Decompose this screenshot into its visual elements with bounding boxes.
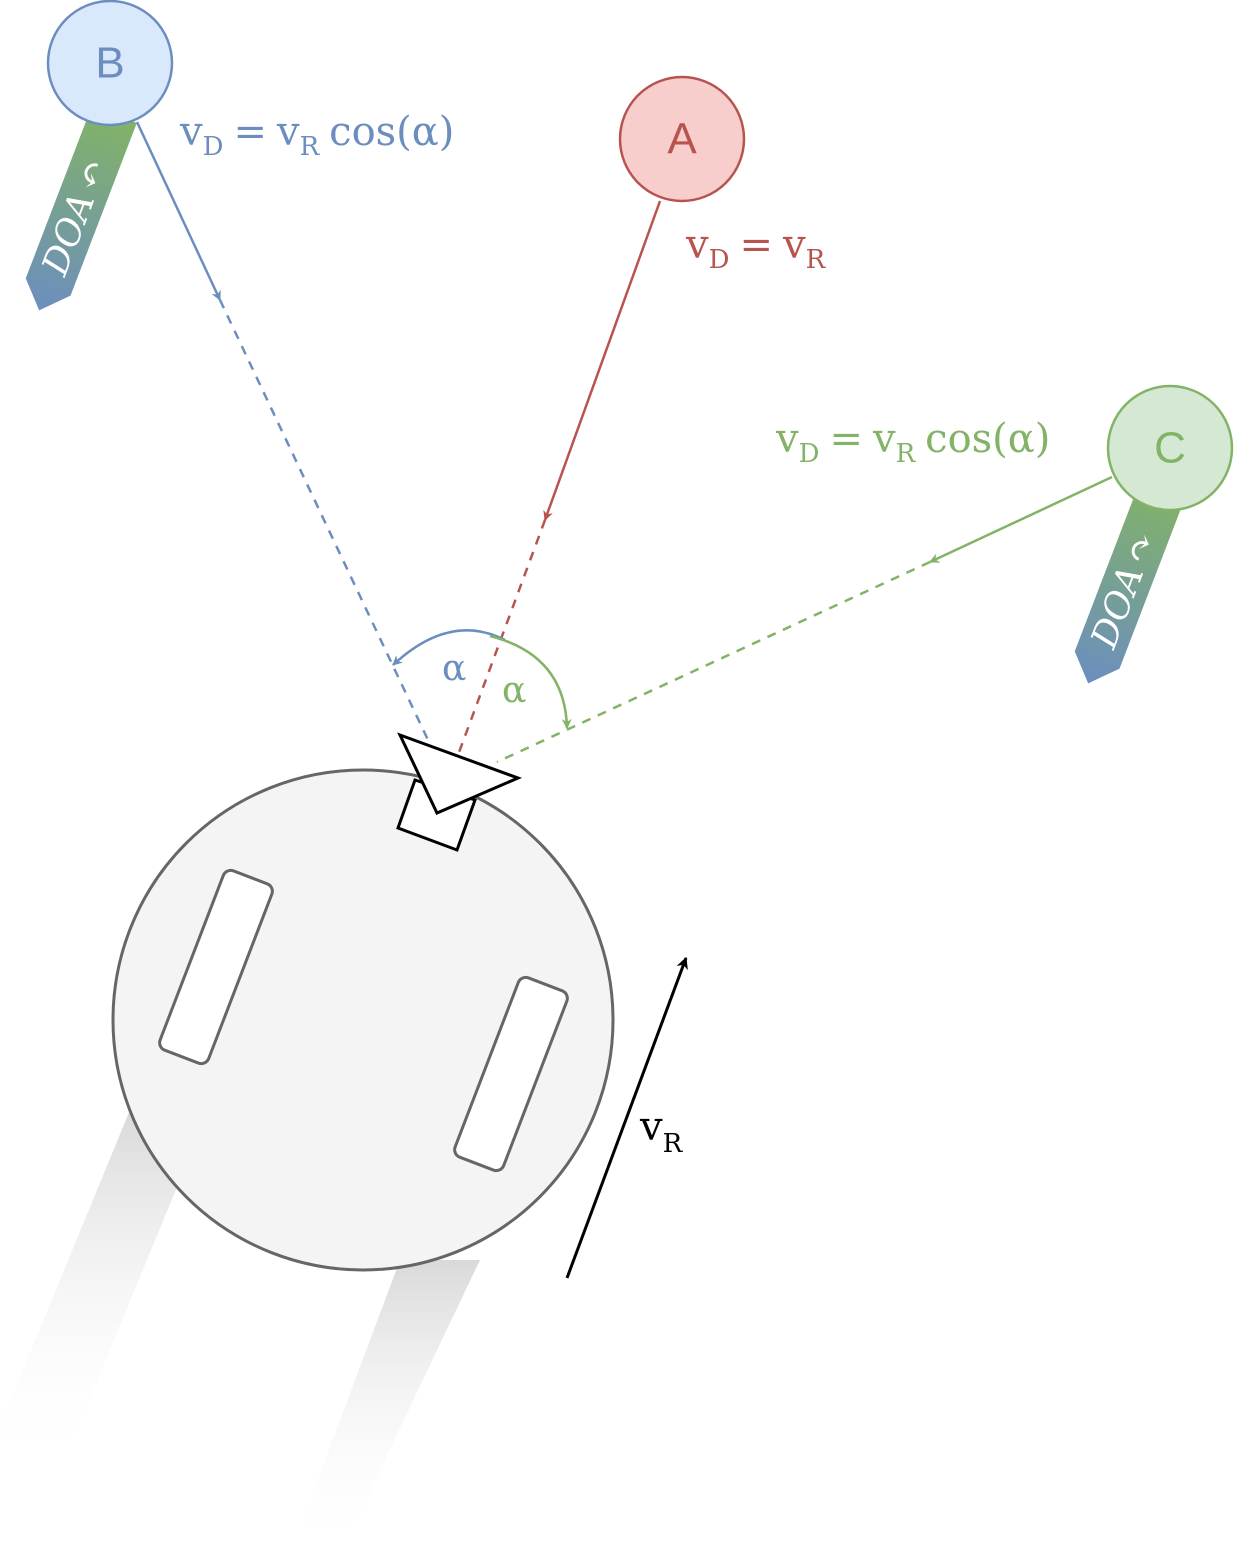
angle-arc-blue: [392, 629, 506, 666]
node-a: A: [618, 75, 746, 203]
node-a-label: A: [667, 115, 697, 164]
node-c: C: [1106, 384, 1234, 512]
equation-b: vD = vR cos(α): [179, 109, 454, 162]
motion-trails: [0, 1110, 480, 1554]
signal-arrow-c: [929, 475, 1113, 564]
left-wheel: [158, 868, 274, 1066]
node-c-circle: [1106, 384, 1234, 512]
equation-c: vD = vR cos(α): [775, 416, 1050, 469]
node-c-label: C: [1154, 424, 1186, 473]
angle-arc-green: [489, 634, 572, 729]
node-b-circle: [46, 0, 174, 127]
node-b: B: [46, 0, 174, 127]
node-a-circle: [618, 75, 746, 203]
doa-tag-b-label: DOA↶: [34, 153, 116, 281]
velocity-label: vR: [639, 1104, 684, 1159]
signal-arrow-b: [135, 121, 222, 301]
bearing-line-b: [218, 299, 430, 741]
left-trail: [0, 1110, 180, 1470]
robot: [111, 732, 615, 1272]
microphone-cone: [397, 732, 523, 815]
velocity-arrow: [565, 956, 688, 1279]
angle-label-green: α: [502, 670, 526, 711]
right-wheel: [453, 975, 569, 1173]
node-b-label: B: [95, 39, 124, 88]
bearing-line-c: [496, 560, 931, 764]
equation-a: vD = vR: [685, 222, 827, 275]
doa-tag-c-label: DOA↷: [1083, 526, 1165, 654]
signal-arrow-a: [543, 200, 662, 521]
doa-tag-b: DOA↶: [25, 105, 137, 311]
right-trail: [290, 1260, 480, 1554]
angle-label-blue: α: [442, 648, 466, 689]
